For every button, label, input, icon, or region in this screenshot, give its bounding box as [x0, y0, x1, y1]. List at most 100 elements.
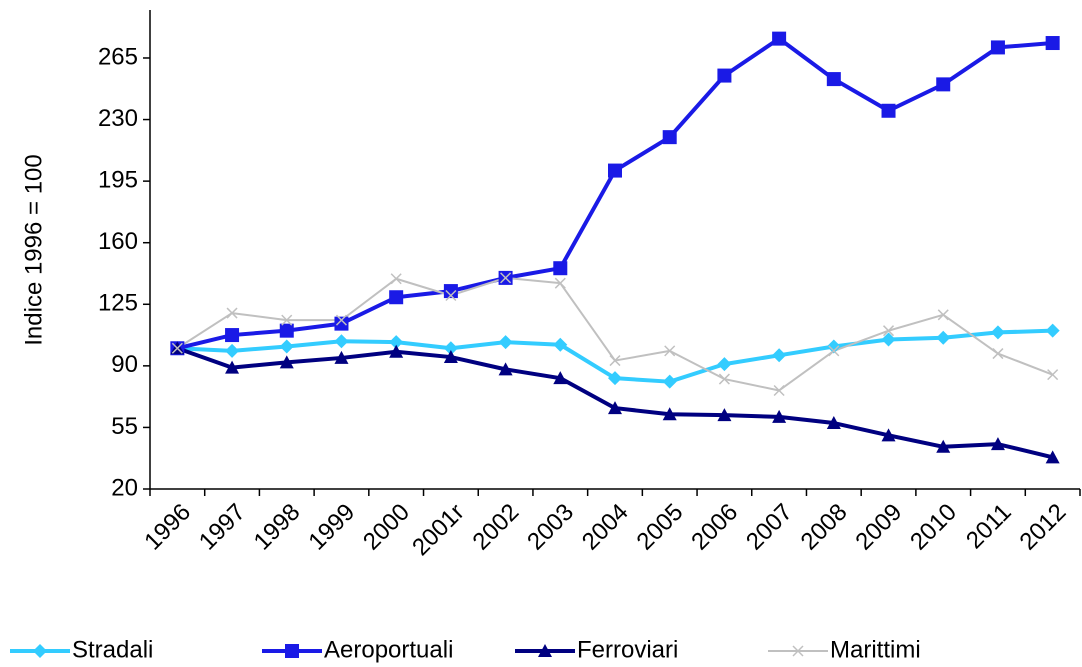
data-point [279, 339, 294, 354]
x-tick-label: 2002 [467, 499, 524, 556]
data-point [609, 355, 621, 367]
data-point [772, 31, 787, 46]
data-point [225, 343, 240, 358]
data-point [608, 163, 622, 178]
legend-label: Marittimi [830, 636, 921, 663]
data-point [445, 289, 457, 302]
legend-marker [538, 644, 552, 657]
data-point [990, 437, 1005, 451]
legend-item: Stradali [10, 636, 153, 663]
legend-marker [33, 644, 47, 658]
data-point [225, 328, 240, 343]
data-point [1045, 36, 1060, 51]
data-point [772, 348, 787, 363]
data-point [281, 314, 293, 326]
data-point [937, 309, 949, 321]
x-tick-label: 2003 [522, 499, 579, 556]
data-point [828, 345, 840, 357]
data-point [389, 335, 404, 350]
data-point [1047, 369, 1059, 381]
y-tick-label: 230 [98, 105, 138, 132]
x-tick-label: 2010 [905, 499, 962, 556]
data-point [772, 409, 787, 423]
x-tick-label: 2009 [850, 499, 907, 556]
data-point [334, 316, 349, 331]
data-point [553, 261, 568, 276]
legend-label: Ferroviari [577, 636, 678, 663]
data-point [881, 428, 896, 442]
y-axis-label: Indice 1996 = 100 [20, 154, 47, 346]
data-point [718, 373, 730, 385]
data-point [717, 357, 732, 372]
data-point [936, 439, 951, 453]
y-tick-label: 90 [111, 351, 138, 378]
y-tick-label: 55 [111, 413, 138, 440]
x-tick-label: 1999 [303, 499, 360, 556]
x-tick-label: 2012 [1015, 499, 1072, 556]
x-tick-label: 2008 [796, 499, 853, 556]
y-tick-label: 125 [98, 290, 138, 317]
data-point [826, 339, 841, 354]
data-point [936, 330, 951, 345]
data-point [826, 416, 841, 430]
data-point [664, 345, 676, 357]
data-point [717, 408, 732, 422]
data-point [1045, 450, 1060, 464]
y-tick-label: 20 [111, 474, 138, 501]
data-point [225, 360, 240, 374]
x-tick-label: 1996 [139, 499, 196, 556]
y-tick-label: 265 [98, 43, 138, 70]
data-point [334, 350, 349, 364]
data-point [389, 290, 404, 305]
data-point [498, 362, 513, 376]
data-point [826, 72, 841, 87]
y-tick-label: 160 [98, 228, 138, 255]
data-point [882, 325, 895, 337]
legend-marker [285, 644, 299, 658]
x-tick-label: 2004 [577, 499, 634, 556]
data-point [662, 407, 677, 421]
data-point [334, 334, 349, 349]
legend-marker [792, 645, 804, 657]
legend-label: Stradali [72, 636, 153, 663]
data-point [608, 401, 622, 415]
data-point [990, 325, 1005, 340]
legend-item: Marittimi [768, 636, 921, 663]
x-tick-label: 2006 [686, 499, 743, 556]
data-point [443, 350, 458, 364]
x-tick-label: 2000 [358, 499, 415, 556]
data-point [390, 273, 402, 285]
data-point [773, 384, 785, 397]
legend-item: Aeroportuali [262, 636, 453, 663]
data-point [662, 374, 677, 389]
data-point [335, 314, 348, 326]
x-tick-label: 2001r [407, 499, 470, 562]
data-point [881, 103, 896, 118]
legend-item: Ferroviari [515, 636, 678, 663]
data-point [389, 344, 404, 358]
data-point [171, 342, 183, 354]
y-tick-label: 195 [98, 166, 138, 193]
data-point [226, 307, 238, 319]
data-point [554, 277, 566, 289]
data-point [1045, 323, 1060, 338]
data-point [443, 341, 458, 356]
x-tick-label: 1997 [194, 499, 251, 556]
series-line [176, 36, 1053, 351]
data-point [279, 323, 294, 338]
data-point [990, 40, 1005, 55]
x-tick-label: 2011 [961, 499, 1017, 555]
data-point [498, 335, 513, 350]
data-point [936, 77, 951, 92]
data-point [553, 371, 568, 385]
x-tick-label: 1998 [249, 499, 306, 556]
data-point [608, 371, 622, 386]
data-point [881, 332, 896, 347]
legend-label: Aeroportuali [324, 636, 453, 663]
x-tick-label: 2005 [632, 499, 689, 556]
data-point [443, 284, 458, 299]
data-point [992, 348, 1004, 360]
data-point [279, 355, 294, 369]
data-point [662, 130, 677, 145]
